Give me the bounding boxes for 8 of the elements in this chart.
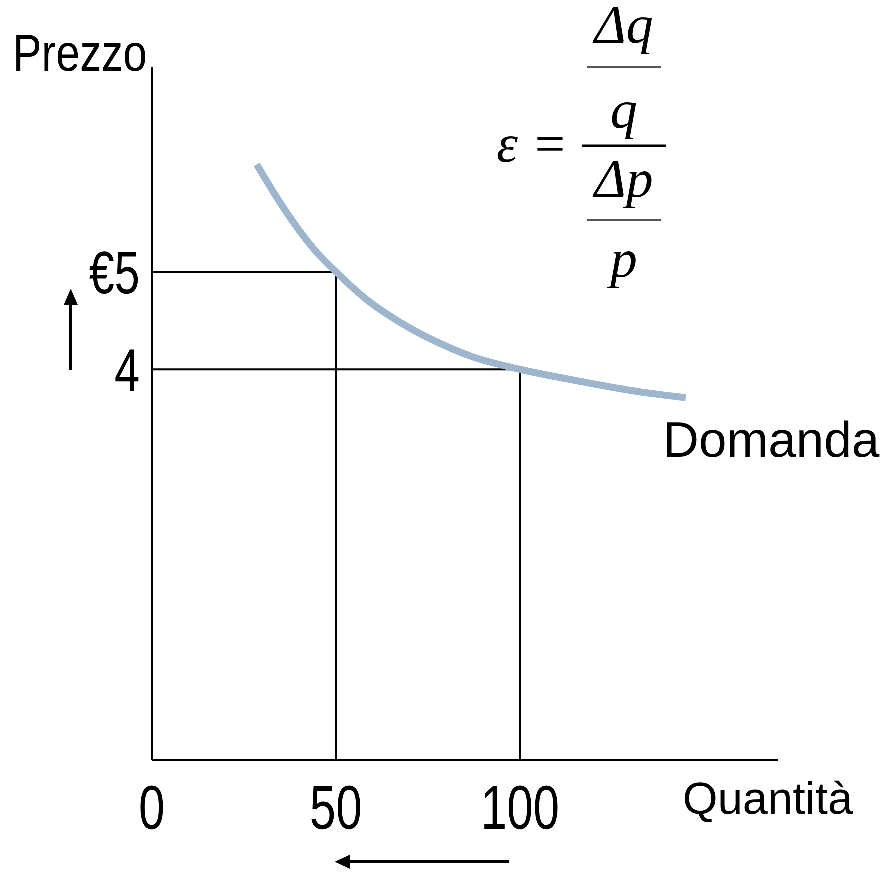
- x-axis-title: Quantità: [682, 773, 854, 824]
- x-tick-label: 100: [480, 772, 560, 843]
- x-tick-label: 0: [138, 772, 166, 843]
- y-axis-title: Prezzo: [13, 25, 148, 83]
- y-tick-label: €5: [89, 240, 140, 308]
- series-label: Domanda: [662, 412, 880, 468]
- y-tick-label: 4: [114, 338, 140, 405]
- x-tick-label: 50: [310, 772, 362, 843]
